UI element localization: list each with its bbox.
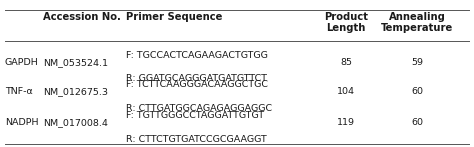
Text: NADPH: NADPH <box>5 118 38 127</box>
Text: 59: 59 <box>411 58 423 67</box>
Text: 85: 85 <box>340 58 352 67</box>
Text: TNF-α: TNF-α <box>5 87 33 96</box>
Text: GAPDH: GAPDH <box>5 58 38 67</box>
Text: Accession No.: Accession No. <box>43 12 120 22</box>
Text: R: GGATGCAGGGATGATGTTCT: R: GGATGCAGGGATGATGTTCT <box>126 74 266 83</box>
Text: F: TGCCACTCAGAAGACTGTGG: F: TGCCACTCAGAAGACTGTGG <box>126 51 267 60</box>
Text: Product
Length: Product Length <box>324 12 368 33</box>
Text: Annealing
Temperature: Annealing Temperature <box>381 12 453 33</box>
Text: R: CTTCTGTGATCCGCGAAGGT: R: CTTCTGTGATCCGCGAAGGT <box>126 135 266 143</box>
Text: NM_017008.4: NM_017008.4 <box>43 118 108 127</box>
Text: 119: 119 <box>337 118 355 127</box>
Text: 60: 60 <box>411 87 423 96</box>
Text: 104: 104 <box>337 87 355 96</box>
Text: R: CTTGATGGCAGAGAGGAGGC: R: CTTGATGGCAGAGAGGAGGC <box>126 104 272 113</box>
Text: F: TGTTGGGCCTAGGATTGTGT: F: TGTTGGGCCTAGGATTGTGT <box>126 111 264 120</box>
Text: NM_053524.1: NM_053524.1 <box>43 58 108 67</box>
Text: Primer Sequence: Primer Sequence <box>126 12 222 22</box>
Text: F: TCTTCAAGGGACAAGGCTGC: F: TCTTCAAGGGACAAGGCTGC <box>126 80 268 89</box>
Text: 60: 60 <box>411 118 423 127</box>
Text: NM_012675.3: NM_012675.3 <box>43 87 108 96</box>
